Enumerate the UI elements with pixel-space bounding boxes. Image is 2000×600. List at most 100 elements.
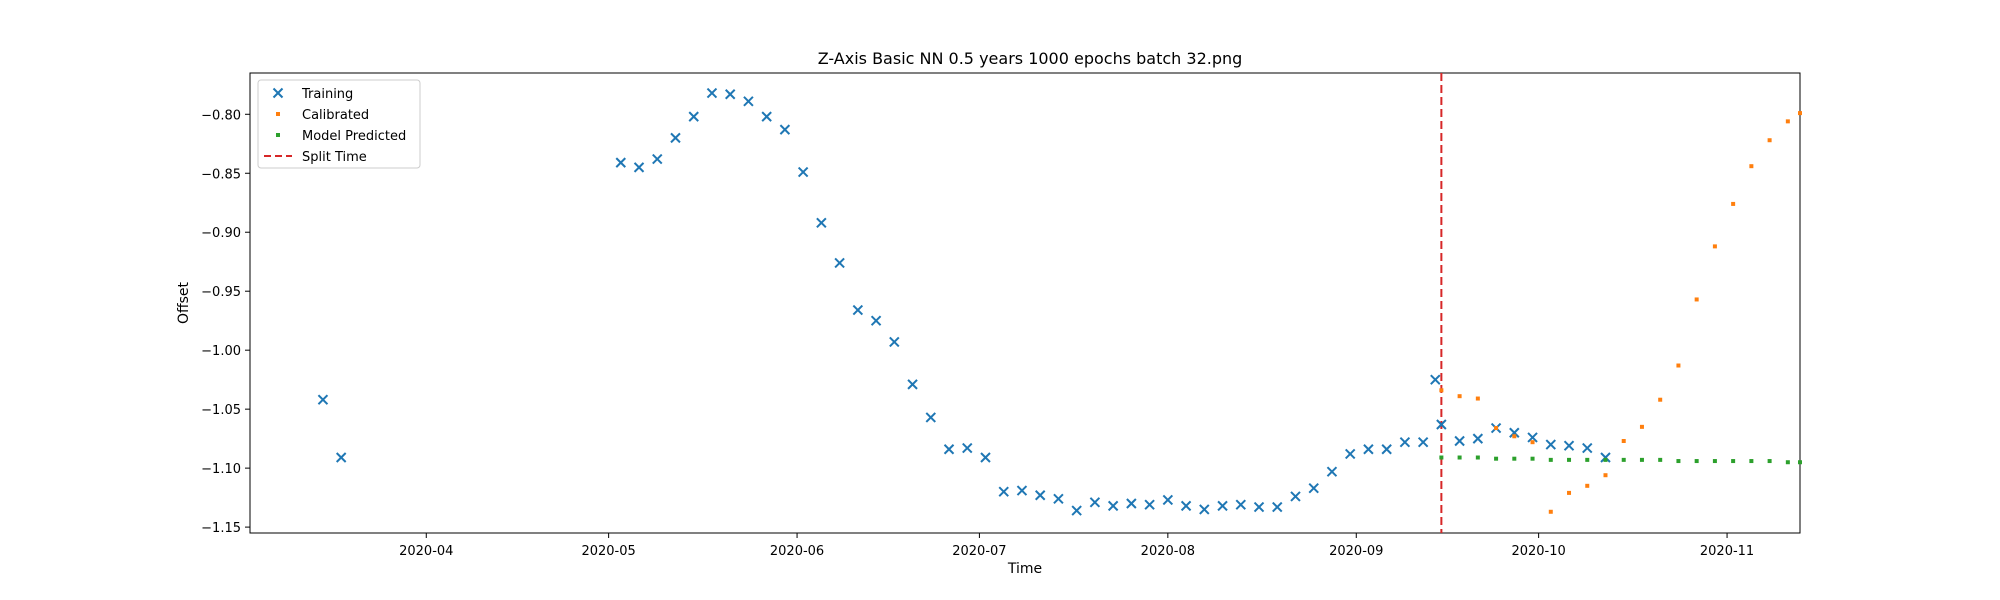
legend-box [257, 79, 421, 169]
data-point [1457, 455, 1462, 460]
data-point [1512, 434, 1517, 439]
y-axis-label: Offset [176, 281, 192, 324]
data-point [743, 96, 754, 107]
data-point [1767, 138, 1772, 143]
x-tick-label: 2020-07 [952, 544, 1006, 559]
data-point [1494, 426, 1499, 431]
x-tick-label: 2020-10 [1511, 544, 1565, 559]
data-point [761, 111, 772, 122]
x-tick-label: 2020-05 [581, 544, 635, 559]
legend-item: Calibrated [276, 108, 369, 123]
data-point [925, 412, 936, 423]
data-point [1439, 388, 1444, 393]
data-point [1509, 427, 1520, 438]
data-point [889, 336, 900, 348]
legend-label: Training [301, 87, 353, 102]
data-point [1475, 455, 1480, 460]
data-point [724, 89, 736, 100]
y-tick-label: −1.00 [201, 344, 241, 359]
data-point [615, 157, 626, 168]
data-point [1603, 457, 1608, 462]
data-point [1585, 483, 1590, 488]
data-point [1199, 504, 1210, 515]
data-point [1582, 442, 1593, 454]
plot-area [249, 72, 1801, 534]
data-point [1034, 490, 1046, 501]
data-point [943, 444, 955, 455]
data-point [1439, 455, 1444, 460]
data-point [1344, 448, 1356, 460]
x-tick-label: 2020-09 [1329, 544, 1383, 559]
data-point [1472, 433, 1484, 444]
y-tick-label: −0.85 [201, 167, 241, 182]
data-point [1016, 485, 1028, 496]
data-point [706, 87, 718, 99]
data-point [1512, 456, 1517, 461]
x-axis-label: Time [1007, 561, 1042, 577]
data-point [1731, 459, 1736, 464]
data-point [1548, 509, 1553, 514]
legend-label: Model Predicted [302, 129, 406, 144]
data-point [1272, 501, 1283, 513]
legend-item: Model Predicted [276, 129, 406, 144]
data-point [1436, 419, 1447, 430]
data-point [1798, 111, 1802, 116]
data-point [1545, 439, 1556, 450]
data-point [1567, 490, 1572, 495]
data-point [1694, 297, 1699, 302]
series-calibrated [1439, 111, 1802, 514]
legend-swatch [276, 112, 280, 116]
data-point [1053, 493, 1064, 505]
data-point [1621, 457, 1626, 462]
y-axis: −0.80 −0.85 −0.90 −0.95 −1.00 −1.05 −1.10 −1.15 [201, 108, 250, 536]
data-point [1712, 459, 1717, 464]
data-point [834, 257, 845, 269]
data-point [1217, 500, 1228, 512]
data-point [1785, 119, 1790, 124]
data-point [779, 124, 791, 135]
legend-label: Calibrated [302, 108, 369, 123]
data-point [1749, 459, 1754, 464]
data-point [1749, 164, 1754, 169]
data-point [870, 315, 882, 326]
series-model-predicted [1439, 455, 1802, 465]
data-point [1694, 459, 1699, 464]
data-point [317, 394, 329, 405]
y-tick-label: −0.80 [201, 108, 241, 123]
data-point [1563, 440, 1575, 451]
data-point [1785, 460, 1790, 465]
chart-title: Z-Axis Basic NN 0.5 years 1000 epochs ba… [818, 49, 1243, 68]
data-point [797, 166, 809, 178]
data-point [1676, 363, 1681, 368]
data-point [1475, 396, 1480, 401]
data-point [1107, 500, 1119, 512]
data-point [1767, 459, 1772, 464]
data-point [1600, 452, 1611, 463]
data-point [1071, 505, 1082, 516]
data-point [1253, 501, 1265, 513]
data-point [1548, 457, 1553, 462]
data-point [1430, 374, 1441, 385]
legend-item: Training [272, 87, 353, 102]
data-point [1308, 482, 1319, 494]
data-marks [317, 87, 1802, 516]
data-point [852, 304, 864, 316]
data-point [335, 452, 347, 463]
data-point [670, 132, 681, 144]
data-point [652, 153, 663, 165]
data-point [1144, 499, 1155, 510]
y-tick-label: −0.95 [201, 285, 241, 300]
legend-label: Split Time [302, 150, 367, 165]
data-point [962, 442, 973, 454]
x-tick-label: 2020-08 [1141, 544, 1195, 559]
data-point [1457, 394, 1462, 399]
x-tick-label: 2020-11 [1700, 544, 1754, 559]
data-point [1658, 457, 1663, 462]
data-point [1798, 460, 1802, 465]
data-point [1658, 397, 1663, 402]
y-tick-label: −1.05 [201, 403, 241, 418]
data-point [1363, 444, 1374, 455]
data-point [1417, 436, 1429, 448]
legend: Training Calibrated Model Predicted Split T… [257, 79, 421, 169]
